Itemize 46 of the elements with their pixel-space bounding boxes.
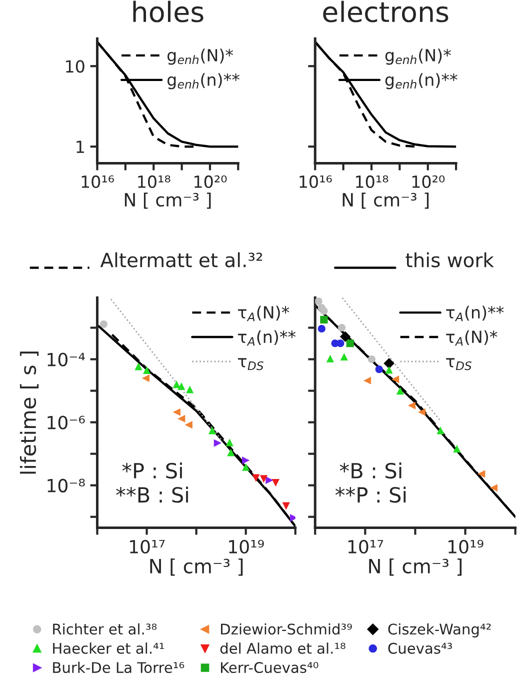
- x-tick-label: 10²⁰: [412, 175, 445, 188]
- legend-label: Kerr-Cuevas⁴⁰: [221, 662, 318, 674]
- x-axis-title: N [ cm⁻³ ]: [124, 192, 211, 209]
- chart-title: holes: [133, 0, 204, 22]
- legend-label: g$_{enh}$(N)*: [167, 48, 234, 65]
- x-axis-title: N [ cm⁻³ ]: [150, 558, 243, 576]
- x-tick-label: 10²⁰: [194, 175, 227, 188]
- y-tick-label: 10: [66, 60, 84, 73]
- y-axis-title: lifetime [ s ]: [20, 352, 39, 474]
- legend-label: τ$_{A}$(N)*: [238, 306, 290, 322]
- annotation: **B : Si: [116, 486, 188, 503]
- x-tick-label: 10¹⁶: [82, 175, 114, 188]
- y-tick-label: 10⁻⁶: [48, 416, 85, 430]
- x-tick-label: 10¹⁸: [138, 175, 170, 188]
- legend-label: τ$_{A}$(N)*: [446, 330, 498, 346]
- y-tick-label: 10⁻⁴: [48, 352, 85, 366]
- chart-title: electrons: [323, 0, 448, 22]
- legend-label: g$_{enh}$(N)*: [385, 48, 451, 65]
- x-tick-label: 10¹⁹: [229, 540, 264, 554]
- annotation: **P : Si: [335, 486, 406, 503]
- y-tick-label: 1: [76, 140, 84, 153]
- legend-label: Cuevas⁴³: [388, 642, 452, 654]
- legend-label: τ$_{A}$(n)**: [446, 306, 504, 322]
- annotation: *B : Si: [340, 462, 402, 479]
- legend-label: τ$_{DS}$: [446, 358, 472, 370]
- x-axis-title: N [ cm⁻³ ]: [369, 558, 462, 576]
- chart-title: this work: [406, 252, 494, 268]
- x-tick-label: 10¹⁸: [356, 175, 388, 188]
- legend-label: τ$_{DS}$: [238, 358, 264, 370]
- legend-label: τ$_{A}$(n)**: [238, 330, 296, 346]
- legend-label: g$_{enh}$(n)**: [385, 73, 458, 90]
- legend-label: del Alamo et al.¹⁸: [220, 642, 346, 654]
- x-tick-label: 10¹⁶: [300, 175, 332, 188]
- legend-label: Burk-De La Torre¹⁶: [53, 662, 184, 674]
- x-tick-label: 10¹⁷: [130, 540, 165, 554]
- x-tick-label: 10¹⁹: [448, 540, 484, 554]
- legend-label: g$_{enh}$(n)**: [167, 73, 240, 90]
- legend-label: Richter et al.³⁸: [53, 623, 157, 635]
- legend-label: Dziewior-Schmid³⁹: [221, 623, 352, 635]
- annotation: *P : Si: [122, 462, 182, 479]
- chart-title: Altermatt et al.³²: [100, 252, 262, 268]
- x-tick-label: 10¹⁷: [348, 540, 384, 554]
- x-axis-title: N [ cm⁻³ ]: [342, 192, 429, 209]
- legend-label: Ciszek-Wang⁴²: [388, 623, 491, 638]
- legend-label: Haecker et al.⁴¹: [53, 642, 164, 654]
- y-tick-label: 10⁻⁸: [48, 478, 85, 492]
